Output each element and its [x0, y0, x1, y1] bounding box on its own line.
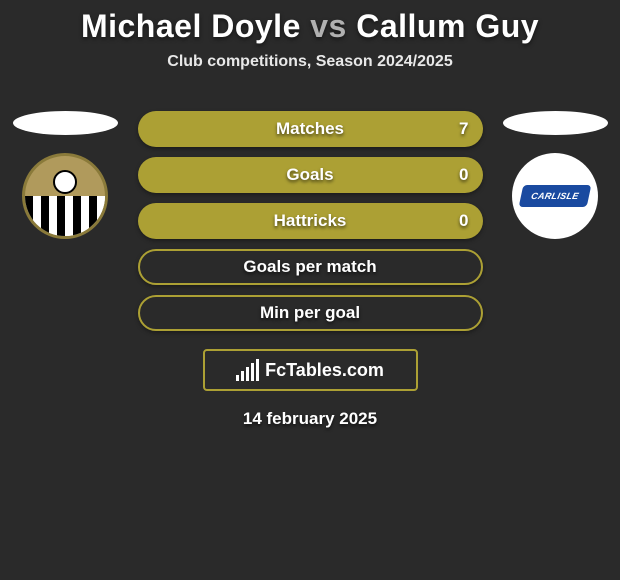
- vs-text: vs: [310, 8, 347, 44]
- comparison-card: Michael Doyle vs Callum Guy Club competi…: [0, 0, 620, 429]
- player2-name: Callum Guy: [356, 8, 539, 44]
- page-title: Michael Doyle vs Callum Guy: [0, 8, 620, 45]
- stat-row: Goals 0: [138, 157, 483, 193]
- right-side: CARLISLE: [503, 111, 608, 239]
- left-side: [13, 111, 118, 239]
- subtitle: Club competitions, Season 2024/2025: [0, 53, 620, 71]
- stat-label: Goals: [286, 165, 333, 185]
- branding-text: FcTables.com: [265, 360, 384, 381]
- stat-label: Hattricks: [274, 211, 347, 231]
- carlisle-logo-text: CARLISLE: [530, 191, 580, 201]
- stats-list: Matches 7 Goals 0 Hattricks 0 Goals per match M…: [138, 111, 483, 331]
- stat-row: Matches 7: [138, 111, 483, 147]
- main-area: Matches 7 Goals 0 Hattricks 0 Goals per match M…: [0, 111, 620, 331]
- left-score-oval: [13, 111, 118, 135]
- player1-name: Michael Doyle: [81, 8, 301, 44]
- stat-label: Goals per match: [243, 257, 376, 277]
- stat-value-right: 0: [459, 211, 468, 231]
- carlisle-logo: CARLISLE: [519, 185, 592, 207]
- stat-label: Min per goal: [260, 303, 360, 323]
- ball-icon: [53, 170, 77, 194]
- stat-row: Goals per match: [138, 249, 483, 285]
- right-score-oval: [503, 111, 608, 135]
- stat-value-right: 7: [459, 119, 468, 139]
- stat-value-right: 0: [459, 165, 468, 185]
- stat-label: Matches: [276, 119, 344, 139]
- branding-box[interactable]: FcTables.com: [203, 349, 418, 391]
- stat-row: Hattricks 0: [138, 203, 483, 239]
- bar-chart-icon: [236, 359, 259, 381]
- left-club-badge: [22, 153, 108, 239]
- stat-row: Min per goal: [138, 295, 483, 331]
- right-club-badge: CARLISLE: [512, 153, 598, 239]
- date-text: 14 february 2025: [0, 409, 620, 429]
